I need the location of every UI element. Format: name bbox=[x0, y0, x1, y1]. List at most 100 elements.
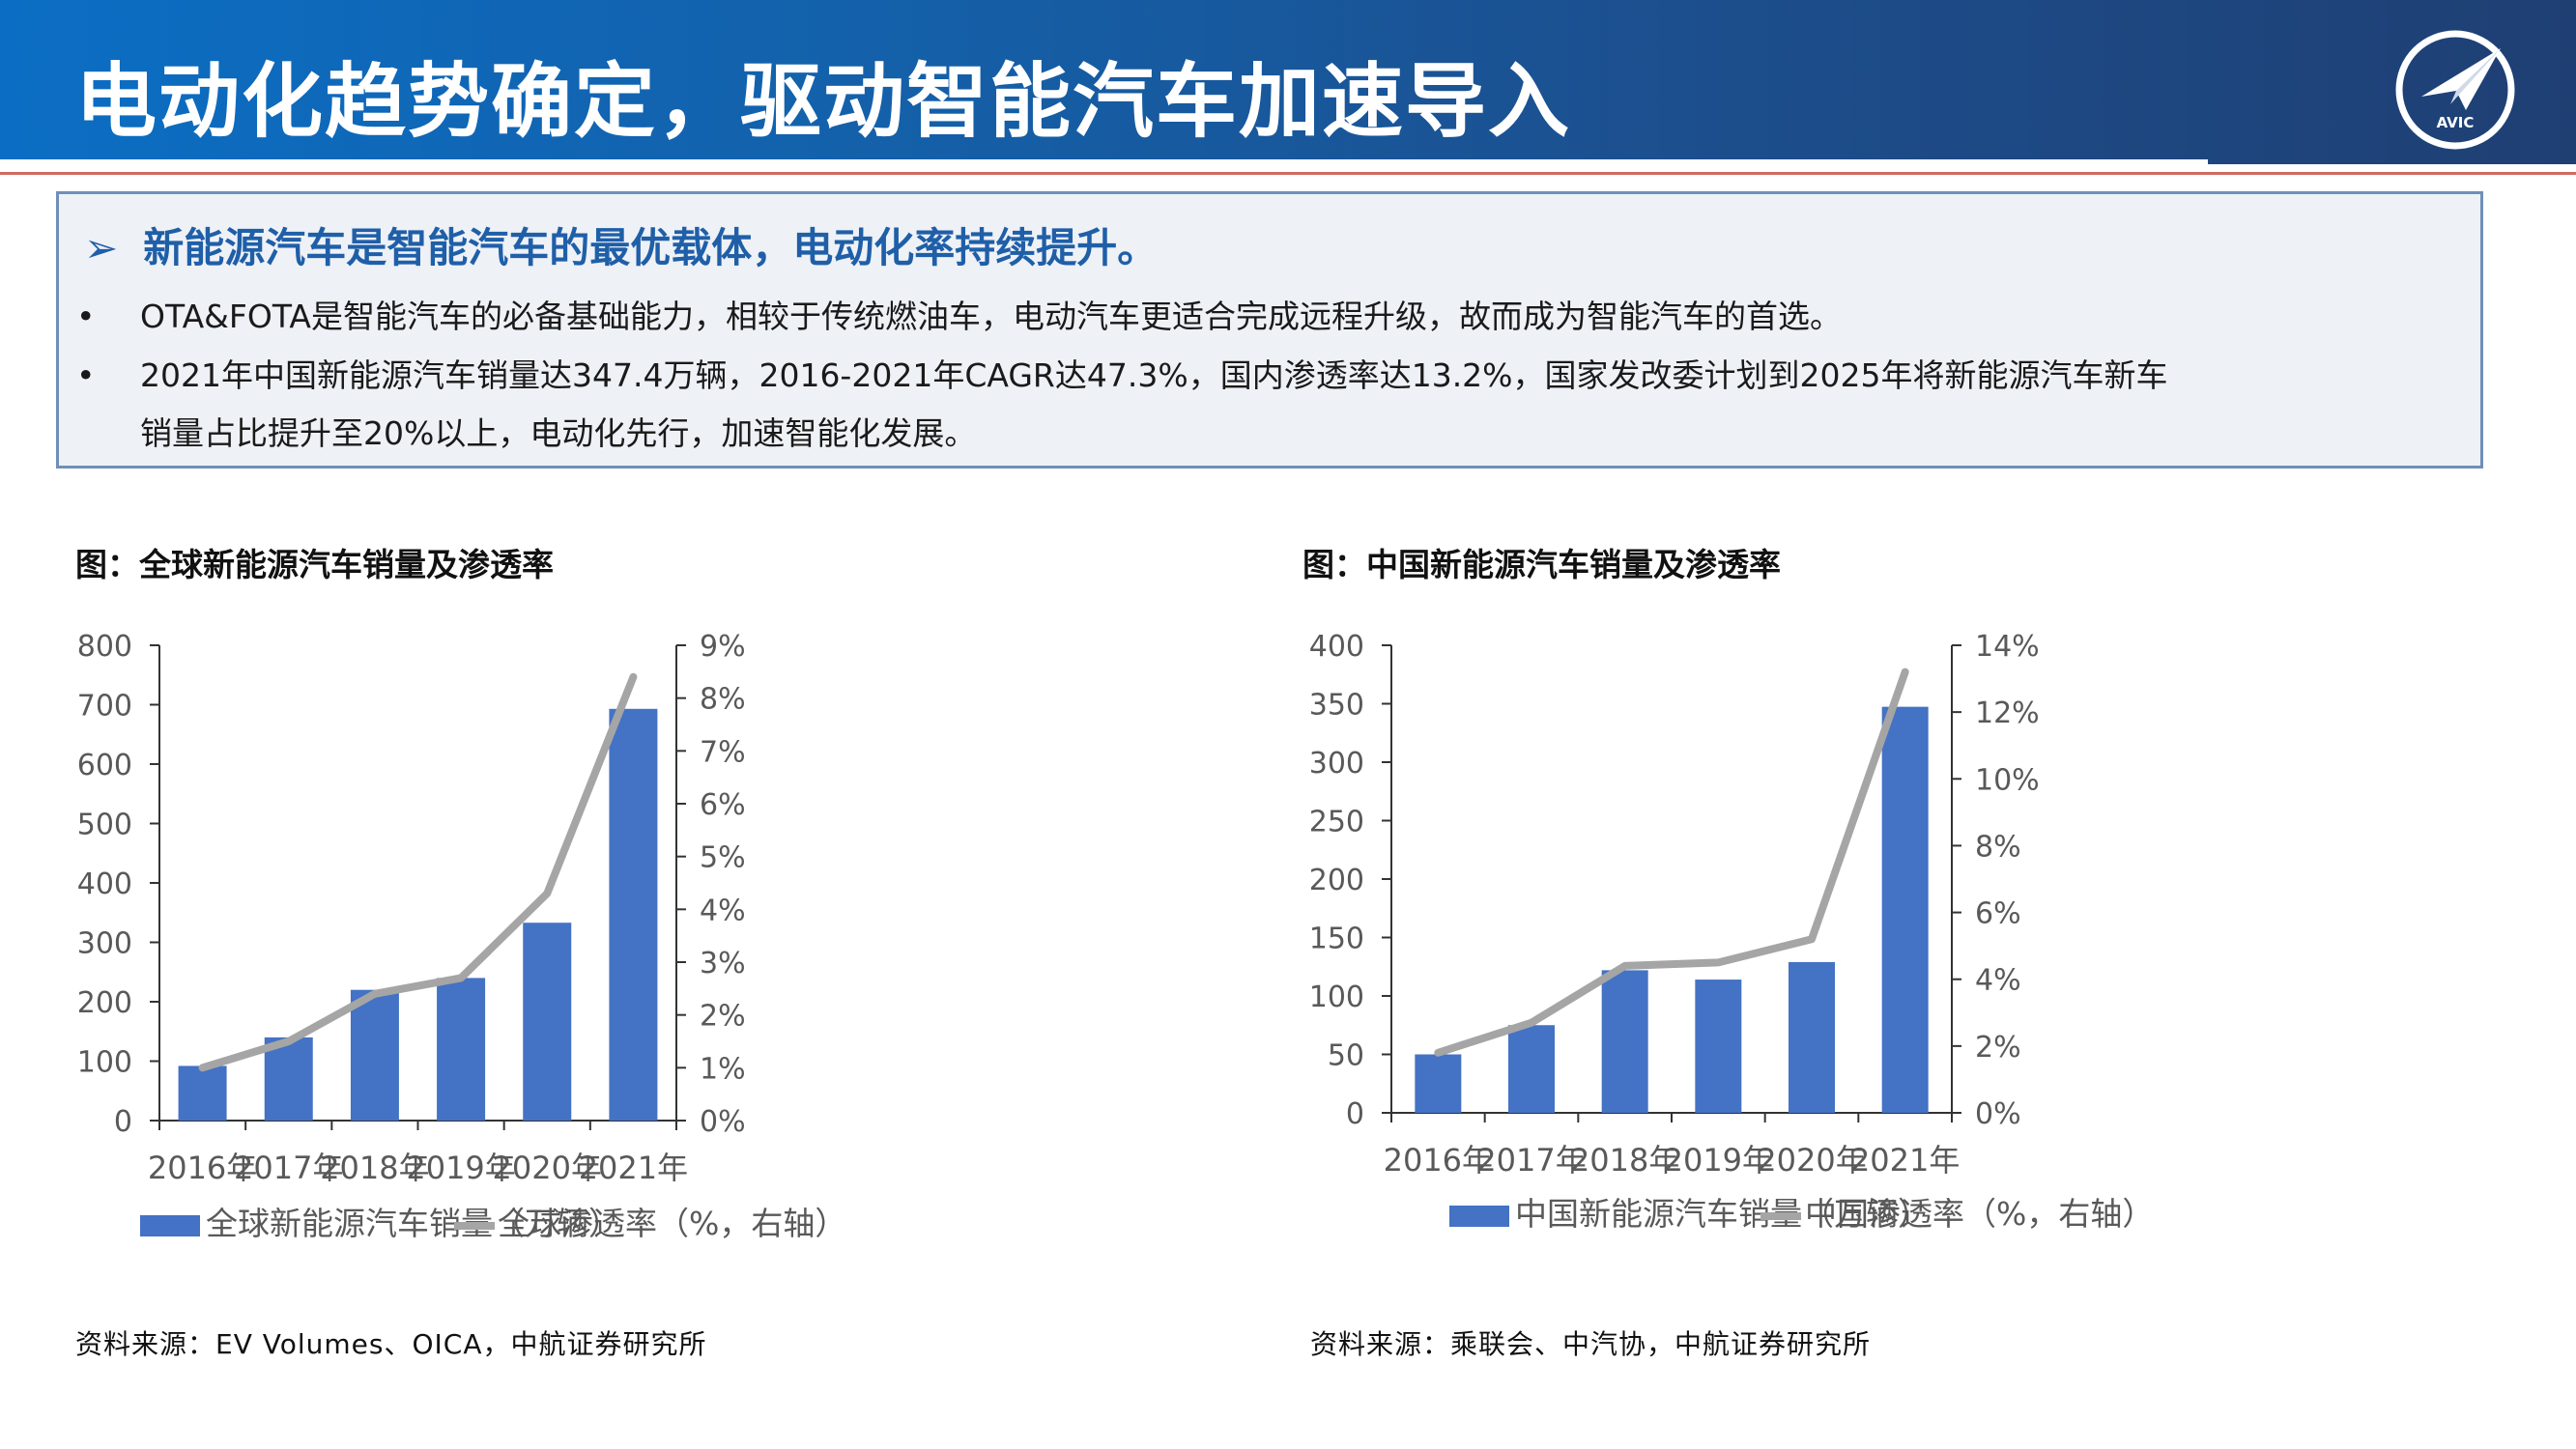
bullet-item: • OTA&FOTA是智能汽车的必备基础能力，相较于传统燃油车，电动汽车更适合完成… bbox=[76, 291, 1842, 337]
line-point bbox=[374, 993, 376, 995]
bullet-text-continued: 销量占比提升至20%以上，电动化先行，加速智能化发展。 bbox=[140, 414, 977, 452]
left-axis-tick-label: 700 bbox=[77, 690, 132, 724]
logo-text: AVIC bbox=[2437, 114, 2475, 131]
chart-title-global: 图：全球新能源汽车销量及渗透率 bbox=[75, 546, 554, 583]
left-axis-tick-label: 400 bbox=[77, 867, 132, 901]
left-axis-tick-label: 300 bbox=[1309, 747, 1364, 781]
header-divider bbox=[0, 159, 2208, 164]
x-axis-tick-label: 2019年 bbox=[1664, 1142, 1773, 1179]
right-axis-tick-label: 5% bbox=[700, 841, 746, 875]
bar bbox=[609, 708, 658, 1121]
line-point bbox=[632, 676, 634, 678]
source-global: 资料来源：EV Volumes、OICA，中航证券研究所 bbox=[75, 1328, 707, 1360]
header-band: 电动化趋势确定，驱动智能汽车加速导入 AVIC bbox=[0, 0, 2576, 164]
x-axis-tick-label: 2018年 bbox=[1570, 1142, 1679, 1179]
chart-title-china: 图：中国新能源汽车销量及渗透率 bbox=[1302, 546, 1781, 583]
x-axis-tick-label: 2021年 bbox=[1850, 1142, 1960, 1179]
penetration-line bbox=[1434, 668, 1909, 1057]
right-axis-tick-label: 14% bbox=[1975, 630, 2040, 664]
summary-heading-text: 新能源汽车是智能汽车的最优载体，电动化率持续提升。 bbox=[143, 224, 1159, 271]
x-axis-tick-label: 2019年 bbox=[406, 1150, 515, 1186]
left-axis-tick-label: 100 bbox=[77, 1046, 132, 1080]
bar bbox=[523, 923, 572, 1121]
slide-title: 电动化趋势确定，驱动智能汽车加速导入 bbox=[75, 54, 1572, 149]
line-point bbox=[1437, 1052, 1439, 1054]
line-point bbox=[1624, 965, 1626, 967]
line-point bbox=[1717, 961, 1719, 963]
bar bbox=[437, 978, 486, 1121]
bar bbox=[1695, 980, 1742, 1113]
penetration-line bbox=[198, 672, 638, 1072]
right-axis-tick-label: 4% bbox=[700, 894, 746, 927]
right-axis-tick-label: 0% bbox=[700, 1105, 746, 1139]
right-axis-tick-label: 7% bbox=[700, 735, 746, 769]
line-point bbox=[546, 893, 548, 895]
line-point bbox=[460, 977, 462, 979]
x-axis-tick-label: 2018年 bbox=[320, 1150, 429, 1186]
bar bbox=[264, 1037, 313, 1121]
bar bbox=[1881, 706, 1929, 1113]
bullet-dot-icon: • bbox=[76, 298, 96, 335]
legend-line-label: 中国渗透率（%，右轴） bbox=[1805, 1195, 2154, 1233]
right-axis-tick-label: 1% bbox=[700, 1052, 746, 1086]
chart-china: 0 50 100 150 200 250 300 350 400 0% 2% 4% 6% 8% 10% 12%… bbox=[1309, 630, 2155, 1233]
left-axis-tick-label: 500 bbox=[77, 809, 132, 842]
left-axis-tick-label: 0 bbox=[1346, 1097, 1364, 1131]
bullet-item: • 2021年中国新能源汽车销量达347.4万辆，2016-2021年CAGR达4… bbox=[76, 350, 2168, 396]
x-axis-tick-label: 2021年 bbox=[579, 1150, 688, 1186]
summary-box: ➢ 新能源汽车是智能汽车的最优载体，电动化率持续提升。 • OTA&FOTA是智能汽… bbox=[56, 191, 2483, 469]
bullet-text: OTA&FOTA是智能汽车的必备基础能力，相较于传统燃油车，电动汽车更适合完成远… bbox=[140, 298, 1843, 335]
x-axis-tick-label: 2020年 bbox=[1757, 1142, 1866, 1179]
avic-logo: AVIC bbox=[2395, 30, 2515, 150]
bullet-dot-icon: • bbox=[76, 356, 96, 394]
bullet-text: 2021年中国新能源汽车销量达347.4万辆，2016-2021年CAGR达47… bbox=[140, 356, 2168, 394]
right-axis-tick-label: 2% bbox=[700, 1000, 746, 1034]
left-axis-tick-label: 200 bbox=[1309, 864, 1364, 897]
right-axis-tick-label: 12% bbox=[1975, 696, 2040, 730]
left-axis-tick-label: 400 bbox=[1309, 630, 1364, 664]
x-axis-tick-label: 2017年 bbox=[234, 1150, 343, 1186]
legend-bar-swatch bbox=[1449, 1206, 1509, 1227]
bar bbox=[1789, 961, 1835, 1113]
x-axis-tick-label: 2017年 bbox=[1476, 1142, 1586, 1179]
x-axis-tick-label: 2016年 bbox=[1384, 1142, 1493, 1179]
right-axis-tick-label: 8% bbox=[700, 683, 746, 717]
right-axis-tick-label: 9% bbox=[700, 630, 746, 664]
left-axis-tick-label: 150 bbox=[1309, 923, 1364, 956]
line-point bbox=[202, 1066, 204, 1068]
chart-global: 0 100 200 300 400 500 600 700 800 0% 1% 2% 3% 4% 5% 6% 7… bbox=[77, 630, 847, 1242]
right-axis-tick-label: 0% bbox=[1975, 1097, 2021, 1131]
right-axis-tick-label: 4% bbox=[1975, 964, 2021, 998]
left-axis-tick-label: 50 bbox=[1328, 1039, 1364, 1073]
bar bbox=[350, 989, 399, 1121]
right-axis-tick-label: 6% bbox=[1975, 897, 2021, 931]
bar bbox=[1601, 970, 1648, 1113]
left-axis-tick-label: 800 bbox=[77, 630, 132, 664]
line-point bbox=[1904, 671, 1906, 673]
header-rule bbox=[0, 172, 2576, 175]
left-axis-tick-label: 200 bbox=[77, 986, 132, 1020]
bar bbox=[1508, 1025, 1555, 1113]
summary-heading: ➢ 新能源汽车是智能汽车的最优载体，电动化率持续提升。 bbox=[84, 215, 1158, 274]
legend-line-label: 全球渗透率（%，右轴） bbox=[498, 1205, 846, 1242]
right-axis-tick-label: 6% bbox=[700, 788, 746, 822]
line-point bbox=[1531, 1022, 1532, 1024]
right-axis-tick-label: 10% bbox=[1975, 763, 2040, 797]
legend-bar-swatch bbox=[140, 1215, 200, 1236]
line-point bbox=[288, 1040, 290, 1042]
left-axis-tick-label: 0 bbox=[114, 1105, 132, 1139]
arrow-bullet-icon: ➢ bbox=[84, 224, 119, 271]
left-axis-tick-label: 300 bbox=[77, 927, 132, 961]
bar bbox=[1415, 1054, 1462, 1113]
right-axis-tick-label: 2% bbox=[1975, 1031, 2021, 1065]
right-axis-tick-label: 3% bbox=[700, 947, 746, 980]
left-axis-tick-label: 350 bbox=[1309, 689, 1364, 723]
x-axis-tick-label: 2016年 bbox=[148, 1150, 257, 1186]
legend-bar-label: 中国新能源汽车销量（万辆） bbox=[1515, 1195, 1930, 1233]
left-axis-tick-label: 600 bbox=[77, 749, 132, 782]
left-axis-tick-label: 250 bbox=[1309, 806, 1364, 839]
bar bbox=[178, 1065, 227, 1121]
x-axis-tick-label: 2020年 bbox=[493, 1150, 602, 1186]
right-axis-tick-label: 8% bbox=[1975, 830, 2021, 864]
legend-bar-label: 全球新能源汽车销量（万辆） bbox=[206, 1205, 620, 1242]
